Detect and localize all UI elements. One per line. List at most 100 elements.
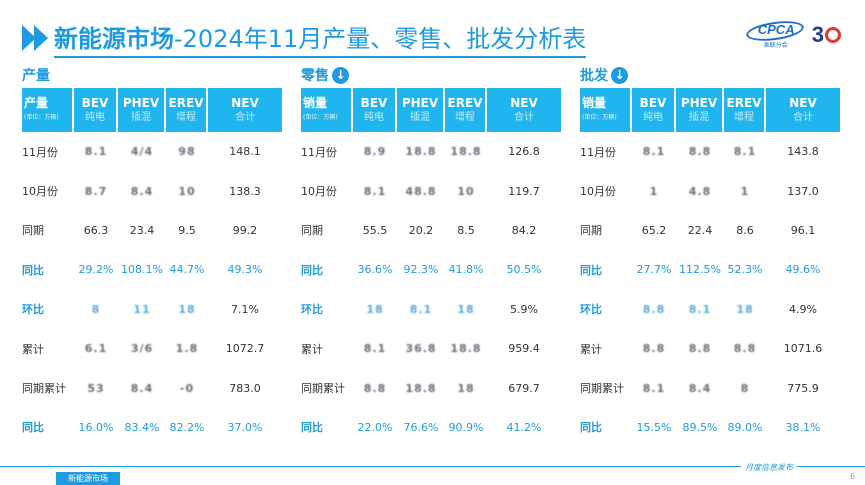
table-cell: 38.1% <box>766 421 840 434</box>
table-cell: 108.1% <box>118 263 166 276</box>
cell-value: 18 <box>178 302 196 316</box>
row-label: 环比 <box>580 303 602 317</box>
row-label: 11月份 <box>22 145 58 159</box>
cell-value: -0 <box>179 381 195 395</box>
cpca-text: CPCA <box>757 22 795 37</box>
header-main: NEV <box>789 96 817 110</box>
cell-value: 959.4 <box>508 342 540 356</box>
table-cell: 22.4 <box>676 224 724 237</box>
cell-value: 8.1 <box>363 342 387 356</box>
panel-title: 产量 <box>22 64 282 86</box>
cell-value: 38.1% <box>785 420 821 434</box>
table-cell: 37.0% <box>208 421 282 434</box>
cell-value: 8.4 <box>688 381 712 395</box>
cell-value: 4.8 <box>688 184 712 198</box>
table-cell: 65.2 <box>632 224 676 237</box>
table-cell: 18.8 <box>445 145 487 158</box>
table-cell: 8.1 <box>397 303 445 316</box>
cell-value: 143.8 <box>787 145 819 159</box>
table-row: 同比 22.0% 76.6% 90.9% 41.2% <box>301 408 561 447</box>
row-label: 累计 <box>301 342 323 356</box>
table-cell: 8.4 <box>676 382 724 395</box>
row-label: 同期 <box>580 224 602 238</box>
cpca-mark: CPCA 乘联分会 <box>744 18 805 50</box>
header-label-main: 产量 <box>24 96 49 110</box>
table-row: 11月份 8.1 4/4 98 148.1 <box>22 132 282 171</box>
row-label: 同期累计 <box>580 382 624 396</box>
cell-value: 49.6% <box>785 263 821 277</box>
table-cell: 18 <box>353 303 397 316</box>
cell-value: 84.2 <box>511 223 537 237</box>
table-cell: 41.2% <box>487 421 561 434</box>
table-header: 销量 (单位：万辆) BEV 纯电 PHEV 插混 EREV 增程 NEV 合计 <box>301 88 561 132</box>
header-main: EREV <box>168 96 204 110</box>
cell-value: 119.7 <box>508 184 540 198</box>
table-cell: 1 <box>724 185 766 198</box>
table-cell: 23.4 <box>118 224 166 237</box>
footer-divider <box>0 466 865 467</box>
cell-value: 76.6% <box>403 420 439 434</box>
cell-value: 8.5 <box>457 223 475 237</box>
header-main: EREV <box>447 96 483 110</box>
table-cell: 8.8 <box>724 342 766 355</box>
table-cell: 90.9% <box>445 421 487 434</box>
table-cell: 83.4% <box>118 421 166 434</box>
row-label: 环比 <box>22 303 44 317</box>
row-label: 11月份 <box>580 145 616 159</box>
table-cell: 96.1 <box>766 224 840 237</box>
table-cell: 18 <box>724 303 766 316</box>
table-cell: 6.1 <box>74 342 118 355</box>
table-cell: 143.8 <box>766 145 840 158</box>
table-cell: 8.9 <box>353 145 397 158</box>
cell-value: 16.0% <box>78 420 114 434</box>
cell-value: 8.4 <box>130 184 154 198</box>
table-cell: 18 <box>445 382 487 395</box>
table-cell: 8.1 <box>74 145 118 158</box>
cell-value: 1 <box>740 184 750 198</box>
table-cell: 36.8 <box>397 342 445 355</box>
header-main: PHEV <box>401 96 439 110</box>
table-row: 11月份 8.9 18.8 18.8 126.8 <box>301 132 561 171</box>
panel-0: 产量 产量 (单位：万辆) BEV 纯电 PHEV 插混 EREV 增程 NEV 合计 11月份 8.1… <box>22 64 282 447</box>
header-main: EREV <box>726 96 762 110</box>
header-main: BEV <box>81 96 109 110</box>
arrow-down-icon[interactable]: ↓ <box>332 66 349 84</box>
header-sub: 合计 <box>514 112 534 123</box>
table-cell: 49.3% <box>208 263 282 276</box>
table-row: 环比 8 11 18 7.1% <box>22 290 282 329</box>
cell-value: 679.7 <box>508 381 540 395</box>
header-sub: 增程 <box>176 112 196 123</box>
table-cell: 66.3 <box>74 224 118 237</box>
cell-value: 8.4 <box>130 381 154 395</box>
cell-value: 8.1 <box>688 302 712 316</box>
cell-value: 8.8 <box>688 145 712 159</box>
cell-value: 20.2 <box>408 223 434 237</box>
table-cell: 138.3 <box>208 185 282 198</box>
table-cell: 8.7 <box>74 185 118 198</box>
cell-value: 36.6% <box>357 263 393 277</box>
arrow-down-icon[interactable]: ↓ <box>611 66 628 84</box>
page-title-rest: -2024年11月产量、零售、批发分析表 <box>174 24 587 53</box>
table-cell: 8.1 <box>724 145 766 158</box>
table-cell: 8.8 <box>676 145 724 158</box>
table-cell: 11 <box>118 303 166 316</box>
header-cell-label: 产量 (单位：万辆) <box>22 88 74 132</box>
cell-value: 18.8 <box>450 342 482 356</box>
table-cell: 18.8 <box>397 145 445 158</box>
header-main: PHEV <box>680 96 718 110</box>
cell-value: 66.3 <box>83 223 109 237</box>
table-row: 同期 55.5 20.2 8.5 84.2 <box>301 211 561 250</box>
cell-value: 8.1 <box>363 184 387 198</box>
table-cell: 89.5% <box>676 421 724 434</box>
cell-value: 18 <box>736 302 754 316</box>
cell-value: 18.8 <box>405 381 437 395</box>
cell-value: 8.8 <box>642 302 666 316</box>
table-cell: 775.9 <box>766 382 840 395</box>
cell-value: 15.5% <box>636 420 672 434</box>
row-label: 同期 <box>301 224 323 238</box>
cell-value: 41.8% <box>448 263 484 277</box>
header-cell: EREV 增程 <box>166 88 208 132</box>
cell-value: 8 <box>91 302 101 316</box>
table-cell: 8.5 <box>445 224 487 237</box>
table-row: 环比 18 8.1 18 5.9% <box>301 290 561 329</box>
